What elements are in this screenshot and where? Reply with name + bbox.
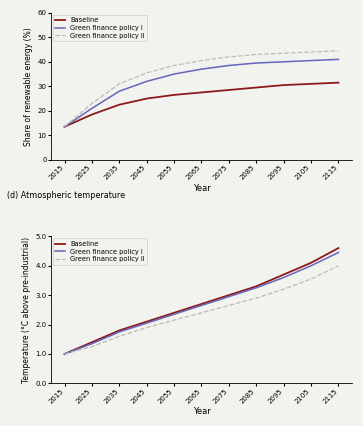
Green finance policy I — [144, 79, 149, 84]
Line: Baseline: Baseline — [65, 83, 338, 127]
Baseline — [62, 351, 67, 357]
Green finance policy I — [117, 329, 122, 334]
Baseline — [254, 284, 258, 289]
Green finance policy II — [172, 63, 176, 68]
Legend: Baseline, Green finance policy I, Green finance policy II: Baseline, Green finance policy I, Green … — [53, 238, 147, 265]
Baseline — [336, 245, 340, 250]
Line: Baseline: Baseline — [65, 248, 338, 354]
Baseline — [117, 328, 122, 333]
Green finance policy II — [336, 263, 340, 268]
Baseline — [309, 260, 313, 265]
Baseline — [199, 302, 204, 307]
Baseline — [172, 92, 176, 98]
Green finance policy II — [144, 325, 149, 330]
Green finance policy II — [281, 287, 286, 292]
Green finance policy I — [227, 294, 231, 299]
Green finance policy I — [172, 312, 176, 317]
Green finance policy I — [62, 124, 67, 130]
Green finance policy II — [117, 81, 122, 86]
Green finance policy II — [144, 70, 149, 75]
Green finance policy I — [199, 66, 204, 72]
Green finance policy II — [281, 51, 286, 56]
Green finance policy II — [117, 334, 122, 339]
Green finance policy II — [336, 48, 340, 53]
Green finance policy I — [336, 250, 340, 255]
Legend: Baseline, Green finance policy I, Green finance policy II: Baseline, Green finance policy I, Green … — [53, 15, 147, 41]
Green finance policy I — [309, 263, 313, 268]
Green finance policy II — [199, 58, 204, 63]
X-axis label: Year: Year — [193, 184, 210, 193]
Green finance policy I — [199, 303, 204, 308]
Green finance policy II — [90, 344, 94, 349]
Green finance policy I — [144, 320, 149, 325]
Green finance policy II — [309, 49, 313, 55]
Baseline — [62, 124, 67, 130]
Green finance policy I — [227, 63, 231, 68]
Y-axis label: Share of renewable energy (%): Share of renewable energy (%) — [24, 27, 33, 146]
Y-axis label: Temperature (°C above pre-industrial): Temperature (°C above pre-industrial) — [22, 237, 31, 383]
Baseline — [199, 90, 204, 95]
Baseline — [90, 112, 94, 117]
Green finance policy II — [90, 101, 94, 106]
Green finance policy I — [90, 341, 94, 346]
Green finance policy I — [172, 72, 176, 77]
Green finance policy II — [227, 303, 231, 308]
Baseline — [281, 83, 286, 88]
Green finance policy II — [254, 52, 258, 57]
Baseline — [227, 293, 231, 298]
Baseline — [336, 80, 340, 85]
Baseline — [309, 81, 313, 86]
Baseline — [90, 340, 94, 345]
Line: Green finance policy II: Green finance policy II — [65, 51, 338, 127]
Green finance policy I — [117, 89, 122, 94]
Text: (d) Atmospheric temperature: (d) Atmospheric temperature — [7, 191, 125, 201]
Green finance policy I — [62, 351, 67, 357]
Green finance policy II — [199, 310, 204, 315]
Baseline — [117, 102, 122, 107]
Baseline — [144, 319, 149, 324]
Green finance policy II — [62, 351, 67, 357]
Line: Green finance policy I: Green finance policy I — [65, 253, 338, 354]
Baseline — [172, 310, 176, 315]
Green finance policy I — [90, 106, 94, 111]
Green finance policy II — [227, 55, 231, 60]
Baseline — [254, 85, 258, 90]
Green finance policy I — [309, 58, 313, 63]
Green finance policy II — [309, 276, 313, 282]
Baseline — [281, 272, 286, 277]
Line: Green finance policy II: Green finance policy II — [65, 266, 338, 354]
Baseline — [144, 96, 149, 101]
Green finance policy II — [172, 318, 176, 323]
Green finance policy I — [336, 57, 340, 62]
Baseline — [227, 87, 231, 92]
Green finance policy I — [281, 275, 286, 280]
Green finance policy I — [281, 59, 286, 64]
Green finance policy I — [254, 285, 258, 291]
Green finance policy II — [254, 296, 258, 301]
Green finance policy I — [254, 60, 258, 66]
X-axis label: Year: Year — [193, 407, 210, 416]
Green finance policy II — [62, 124, 67, 130]
Line: Green finance policy I: Green finance policy I — [65, 59, 338, 127]
